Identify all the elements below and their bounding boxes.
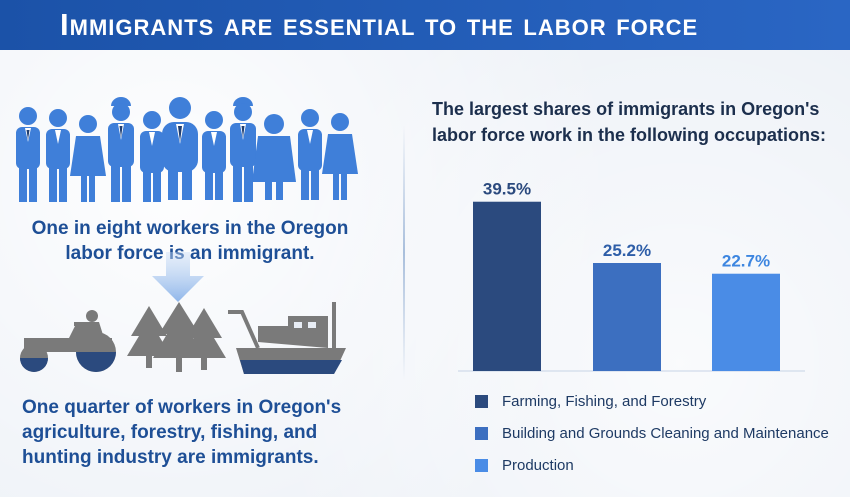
- bar-3: [712, 273, 780, 371]
- chart-title: The largest shares of immigrants in Oreg…: [432, 99, 827, 145]
- chart-legend: Farming, Fishing, and Forestry Building a…: [475, 385, 850, 481]
- legend-item-3: Production: [475, 449, 850, 481]
- industry-icons: [20, 302, 346, 374]
- legend-label: Production: [502, 456, 574, 474]
- legend-item-1: Farming, Fishing, and Forestry: [475, 385, 850, 417]
- bar-value-label-2: 25.2%: [603, 241, 651, 260]
- bar-value-label-3: 22.7%: [722, 252, 770, 271]
- legend-swatch: [475, 426, 488, 440]
- background: [0, 50, 850, 497]
- people-group-icon: [16, 97, 358, 202]
- section-divider: [403, 125, 405, 380]
- legend-item-2: Building and Grounds Cleaning and Mainte…: [475, 417, 850, 449]
- header-banner: Immigrants are essential to the labor fo…: [0, 0, 850, 50]
- forest-icon: [127, 302, 226, 372]
- down-arrow-icon: [152, 252, 204, 302]
- legend-label: Farming, Fishing, and Forestry: [502, 392, 707, 410]
- legend-swatch: [475, 394, 488, 408]
- fishing-boat-icon: [228, 302, 346, 374]
- page-title: Immigrants are essential to the labor fo…: [60, 7, 699, 42]
- legend-swatch: [475, 458, 488, 472]
- bar-1: [473, 201, 541, 371]
- bar-2: [593, 263, 661, 371]
- bar-chart: 39.5% 25.2% 22.7%: [458, 180, 805, 372]
- stat-one-quarter: One quarter of workers in Oregon's agric…: [22, 397, 342, 468]
- bar-value-label-1: 39.5%: [483, 180, 531, 199]
- legend-label: Building and Grounds Cleaning and Mainte…: [502, 424, 829, 442]
- tractor-icon: [20, 310, 116, 372]
